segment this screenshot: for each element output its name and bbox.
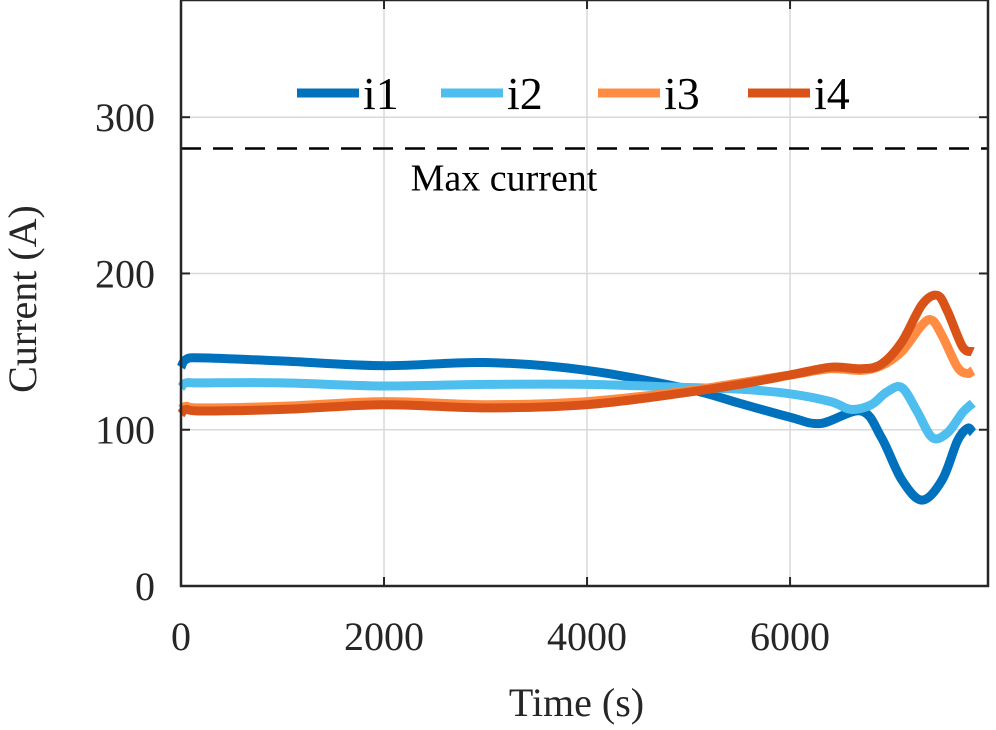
series-layer xyxy=(176,290,977,505)
max-current-label: Max current xyxy=(411,157,598,199)
series-line-i4 xyxy=(177,290,975,418)
legend-label-i2: i2 xyxy=(507,68,543,119)
legend-label-i3: i3 xyxy=(664,68,700,119)
legend-label-i1: i1 xyxy=(363,68,399,119)
series-line-i1 xyxy=(176,353,977,505)
threshold: Max current xyxy=(181,147,988,199)
grid xyxy=(181,0,988,586)
y-tick-label: 100 xyxy=(95,408,155,453)
y-tick-label: 0 xyxy=(135,564,155,609)
plot-area-frame xyxy=(179,0,990,588)
series-line-i2 xyxy=(177,378,976,444)
legend-label-i4: i4 xyxy=(814,68,850,119)
y-tick-label: 200 xyxy=(95,251,155,296)
y-axis-label: Current (A) xyxy=(0,205,45,393)
x-tick-label: 0 xyxy=(171,614,191,659)
ticks: 0 2000 4000 6000 0 100 200 300 xyxy=(95,0,988,659)
legend: i1 i2 i3 i4 xyxy=(297,68,850,119)
y-tick-label: 300 xyxy=(95,95,155,140)
x-tick-label: 4000 xyxy=(547,614,627,659)
x-tick-label: 6000 xyxy=(750,614,830,659)
x-axis-label: Time (s) xyxy=(509,680,644,725)
x-tick-label: 2000 xyxy=(344,614,424,659)
